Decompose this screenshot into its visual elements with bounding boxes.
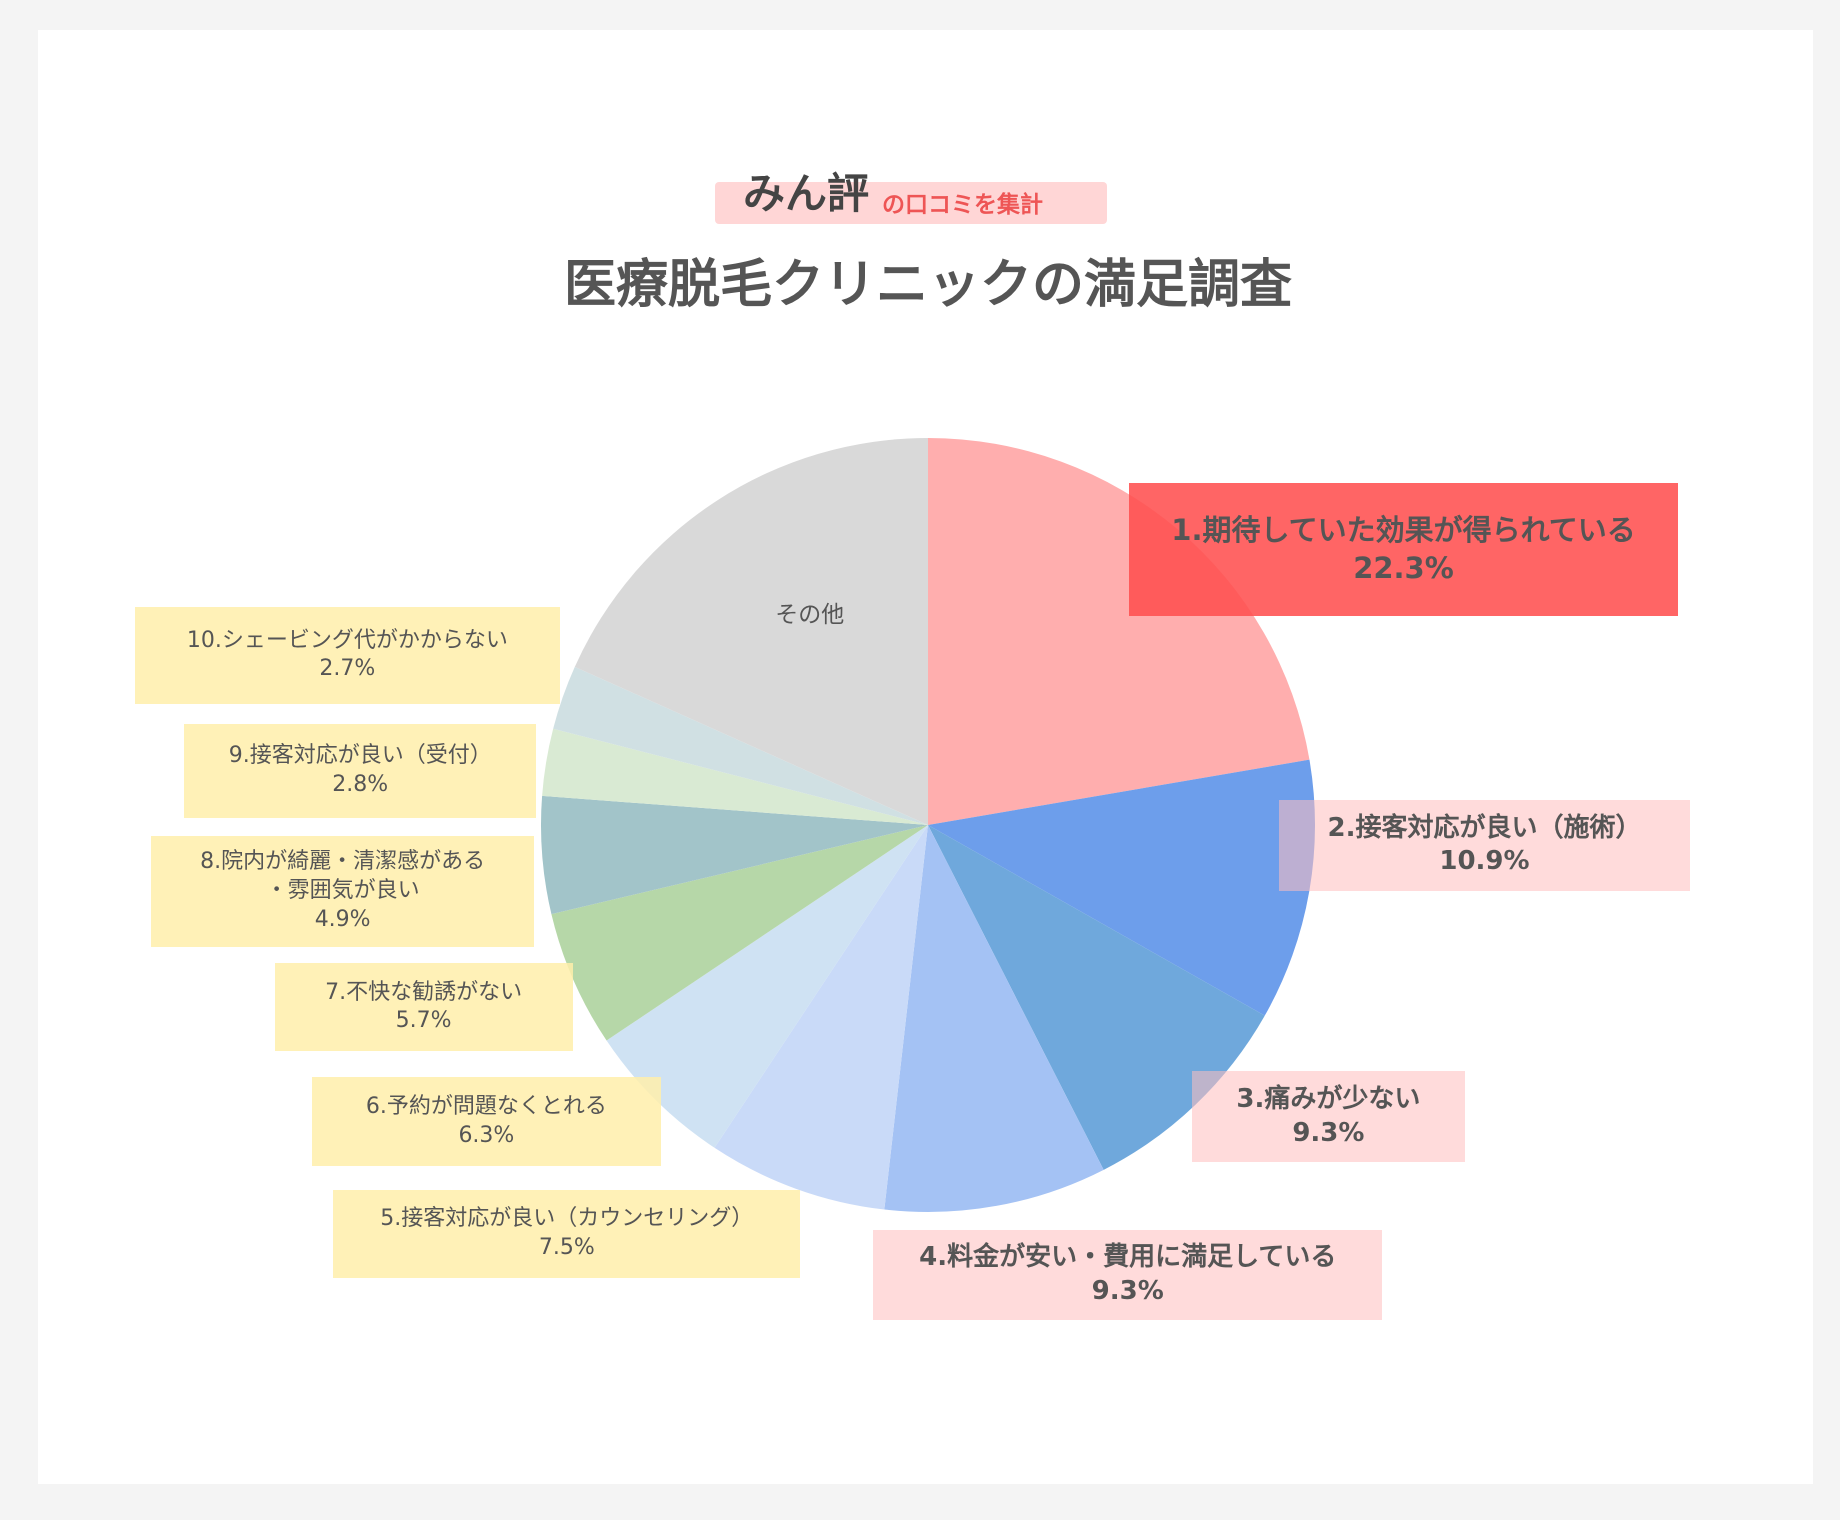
value-label: 2.8% [332, 771, 389, 797]
category-label: 8.院内が綺麗・清潔感がある ・雰囲気が良い [200, 849, 486, 903]
value-label: 9.3% [1292, 1117, 1365, 1148]
category-label: 4.料金が安い・費用に満足している [919, 1242, 1337, 1273]
category-label: 7.不快な勧誘がない [325, 979, 523, 1005]
value-label: 22.3% [1353, 550, 1454, 585]
pie-slice [714, 825, 928, 1210]
pie-slice [551, 825, 928, 1041]
pie-slice [606, 825, 928, 1148]
category-label: 3.痛みが少ない [1236, 1083, 1421, 1114]
value-label: 10.9% [1439, 846, 1530, 877]
tagline: の口コミを集計 [882, 191, 1043, 218]
pie-slice [928, 825, 1265, 1170]
category-label: 10.シェービング代がかからない [186, 627, 508, 653]
brand: みん評 [743, 169, 869, 218]
category-label: 1.期待していた効果が得られている [1171, 513, 1636, 548]
value-label: 7.5% [538, 1234, 595, 1260]
value-label: 9.3% [1091, 1275, 1164, 1306]
slice-label: 5.接客対応が良い（カウンセリング） 7.5% [333, 1189, 801, 1278]
category-label: 6.予約が問題なくとれる [365, 1094, 607, 1120]
pie-slice [884, 825, 1104, 1212]
slice-label: 7.不快な勧誘がない 5.7% [274, 963, 573, 1052]
slice-label: 9.接客対応が良い（受付） 2.8% [184, 724, 537, 818]
category-label: その他 [775, 602, 845, 629]
slice-label: 4.料金が安い・費用に満足している 9.3% [873, 1229, 1383, 1321]
slice-label: その他 [728, 593, 892, 640]
pie-slice [541, 795, 928, 915]
category-label: 9.接客対応が良い（受付） [228, 743, 492, 769]
slice-label: 3.痛みが少ない 9.3% [1192, 1071, 1465, 1162]
pie-slice [553, 666, 928, 825]
pie-slice [574, 438, 928, 825]
value-label: 6.3% [458, 1122, 515, 1148]
pie-slice [928, 438, 1310, 825]
slice-label: 10.シェービング代がかからない 2.7% [134, 606, 560, 705]
slice-label: 2.接客対応が良い（施術） 10.9% [1279, 800, 1690, 891]
value-label: 2.7% [319, 656, 376, 682]
chart-title: 医療脱毛クリニックの満足調査 [564, 255, 1292, 315]
pie-slice [542, 728, 928, 825]
slice-label: 1.期待していた効果が得られている 22.3% [1128, 483, 1679, 617]
category-label: 5.接客対応が良い（カウンセリング） [380, 1206, 754, 1232]
pie-slice [928, 759, 1315, 1016]
value-label: 5.7% [395, 1008, 452, 1034]
slice-label: 8.院内が綺麗・清潔感がある ・雰囲気が良い 4.9% [151, 835, 534, 947]
badge [715, 182, 1107, 224]
slice-label: 6.予約が問題なくとれる 6.3% [312, 1077, 661, 1167]
category-label: 2.接客対応が良い（施術） [1327, 812, 1642, 843]
value-label: 4.9% [314, 906, 371, 932]
